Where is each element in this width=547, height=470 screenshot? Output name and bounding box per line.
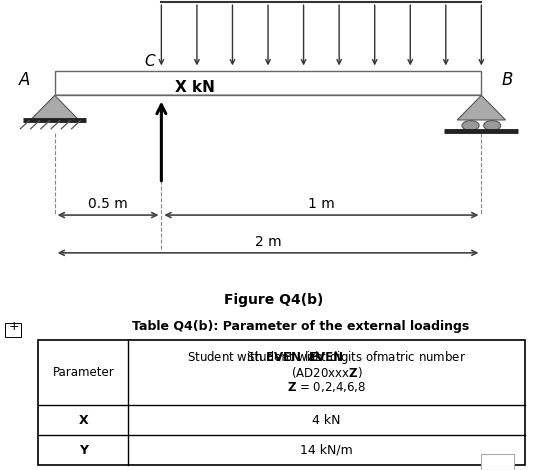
Bar — [55, 71, 481, 95]
Bar — [55, 94, 481, 95]
Text: 2 m: 2 m — [255, 235, 281, 249]
Text: Figure Q4(b): Figure Q4(b) — [224, 293, 323, 307]
Bar — [55, 94, 481, 95]
Text: X kN: X kN — [175, 80, 215, 95]
Text: 1 m: 1 m — [308, 197, 335, 212]
Text: $\bf{Z}$ = 0,2,4,6,8: $\bf{Z}$ = 0,2,4,6,8 — [287, 380, 366, 394]
Bar — [55, 94, 481, 95]
Text: 0.5 m: 0.5 m — [88, 197, 128, 212]
Bar — [55, 94, 481, 95]
Bar — [55, 94, 481, 95]
Circle shape — [462, 121, 479, 131]
Bar — [55, 94, 481, 95]
Polygon shape — [457, 95, 505, 120]
Circle shape — [484, 121, 501, 131]
Text: Student with $\bf{EVEN}$ last digits ofmatric number: Student with $\bf{EVEN}$ last digits ofm… — [187, 349, 466, 366]
Bar — [55, 94, 481, 95]
Bar — [5, 322, 21, 337]
Text: Y: Y — [79, 444, 88, 457]
Text: 4 kN: 4 kN — [312, 414, 341, 427]
Bar — [55, 94, 481, 95]
Bar — [55, 94, 481, 95]
Bar — [55, 94, 481, 95]
Text: +: + — [8, 320, 19, 333]
Bar — [55, 94, 481, 95]
Bar — [55, 94, 481, 95]
Text: Parameter: Parameter — [53, 366, 114, 379]
Bar — [55, 94, 481, 95]
Bar — [55, 94, 481, 95]
Text: X: X — [79, 414, 88, 427]
Text: A: A — [19, 71, 30, 89]
Bar — [55, 94, 481, 95]
Bar — [55, 94, 481, 95]
Text: (AD20xxx$\bf{Z}$): (AD20xxx$\bf{Z}$) — [291, 365, 363, 380]
Polygon shape — [31, 95, 79, 120]
Bar — [55, 94, 481, 95]
Bar — [55, 94, 481, 95]
Bar — [55, 94, 481, 95]
Text: B: B — [502, 71, 513, 89]
Bar — [55, 94, 481, 95]
Bar — [55, 94, 481, 95]
Bar — [55, 94, 481, 95]
Bar — [55, 94, 481, 95]
Bar — [481, 454, 514, 470]
Bar — [55, 94, 481, 95]
Bar — [55, 94, 481, 95]
Bar — [55, 94, 481, 95]
Text: 14 kN/m: 14 kN/m — [300, 444, 353, 457]
Text: Student with: Student with — [247, 351, 327, 364]
Text: EVEN: EVEN — [309, 351, 344, 364]
Bar — [38, 340, 525, 465]
Bar — [55, 94, 481, 95]
Text: C: C — [144, 54, 155, 69]
Text: Table Q4(b): Parameter of the external loadings: Table Q4(b): Parameter of the external l… — [132, 320, 469, 333]
